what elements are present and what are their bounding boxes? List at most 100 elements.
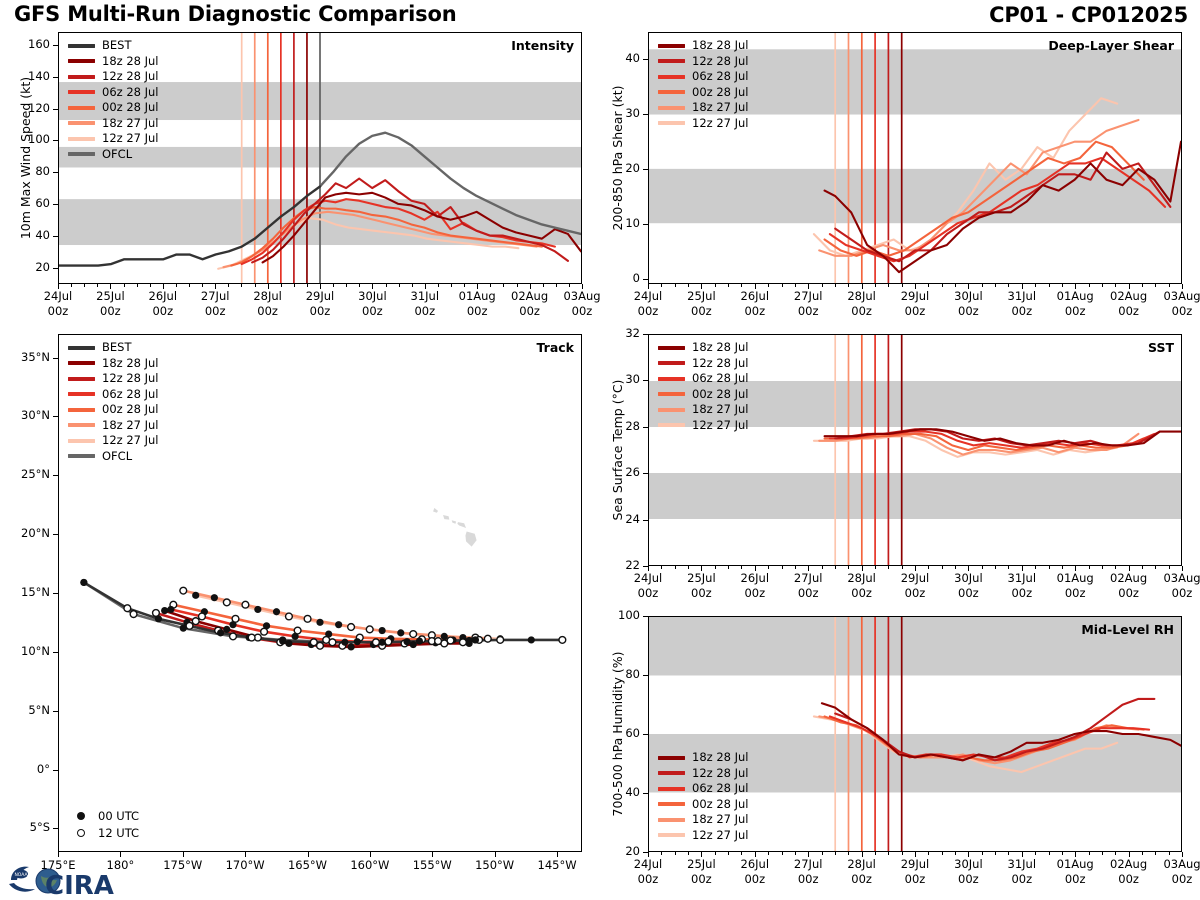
x-tick-mark <box>320 284 321 289</box>
x-minor-tick <box>1168 566 1170 569</box>
x-minor-tick <box>688 566 690 569</box>
x-tick-label: 25Jul <box>96 289 125 303</box>
y-tick-label: 30 <box>625 106 640 121</box>
x-tick-label: 01Aug <box>1056 571 1094 585</box>
x-minor-tick <box>661 852 663 855</box>
legend-item: 12z 28 Jul <box>658 766 749 782</box>
rh-panel-title: Mid-Level RH <box>1081 622 1174 637</box>
legend-swatch <box>658 407 685 412</box>
legend-item: 18z 27 Jul <box>658 402 749 418</box>
track-x-tick-label: 180° <box>106 858 135 872</box>
x-tick-mark <box>648 566 649 571</box>
legend-item: OFCL <box>68 449 159 465</box>
x-tick-sublabel: 00z <box>1171 872 1193 886</box>
x-minor-tick <box>888 566 890 569</box>
y-tick-mark <box>643 334 648 335</box>
track-marker-legend: 00 UTC 12 UTC <box>68 807 139 841</box>
x-minor-tick <box>1168 852 1170 855</box>
sst-y-axis-label: Sea Surface Temp (°C) <box>610 379 625 521</box>
legend-item: 18z 28 Jul <box>658 38 749 54</box>
track-y-tick-mark <box>53 357 58 359</box>
legend-label: 12z 28 Jul <box>102 69 159 83</box>
x-minor-tick <box>888 852 890 855</box>
x-tick-sublabel: 00z <box>466 304 488 318</box>
x-tick-label: 01Aug <box>1056 289 1094 303</box>
legend-item: 12z 27 Jul <box>68 131 159 147</box>
track-y-tick-label: 10°N <box>21 643 50 658</box>
legend-label: 12z 28 Jul <box>102 371 159 385</box>
x-tick-mark <box>701 852 703 857</box>
track-x-tick-label: 145°W <box>537 858 577 872</box>
legend-item: 00z 28 Jul <box>68 100 159 116</box>
x-tick-label: 27Jul <box>200 289 230 303</box>
y-tick-label: 140 <box>28 68 50 83</box>
x-tick-label: 01Aug <box>1056 857 1094 871</box>
legend-item: 18z 27 Jul <box>658 812 749 828</box>
x-minor-tick <box>97 284 99 287</box>
x-minor-tick <box>688 852 690 855</box>
legend-label: BEST <box>102 38 132 52</box>
legend-item: 06z 28 Jul <box>658 371 749 387</box>
legend-label: 00z 28 Jul <box>692 84 749 99</box>
legend-swatch <box>68 361 95 366</box>
x-minor-tick <box>941 852 943 855</box>
x-tick-label: 24Jul <box>633 571 663 585</box>
open-dot-icon <box>77 828 85 837</box>
x-tick-label: 31Jul <box>1007 289 1037 303</box>
x-tick-label: 27Jul <box>793 857 823 871</box>
x-tick-sublabel: 00z <box>797 304 819 318</box>
track-y-tick-label: 15°N <box>21 585 50 599</box>
x-minor-tick <box>346 284 348 287</box>
legend-item: 12z 27 Jul <box>658 418 749 434</box>
x-tick-sublabel: 00z <box>152 304 174 318</box>
x-tick-mark <box>861 566 863 571</box>
y-tick-mark <box>53 172 58 174</box>
x-tick-label: 02Aug <box>511 289 549 303</box>
y-tick-label: 40 <box>35 228 50 243</box>
x-tick-sublabel: 00z <box>362 304 383 318</box>
x-minor-tick <box>995 852 997 855</box>
track-y-tick-label: 30°N <box>21 408 50 423</box>
track-x-tick-mark <box>369 852 371 857</box>
y-tick-mark <box>643 793 648 794</box>
x-minor-tick <box>674 852 676 855</box>
x-tick-mark <box>808 566 810 571</box>
y-tick-label: 20 <box>625 844 640 858</box>
x-tick-sublabel: 00z <box>204 304 226 318</box>
track-y-tick-mark <box>53 710 58 712</box>
legend-item: 12z 28 Jul <box>68 69 159 85</box>
legend-label: 18z 28 Jul <box>102 355 159 370</box>
x-minor-tick <box>728 566 730 569</box>
track-y-tick-label: 20°N <box>21 526 50 541</box>
legend-label: 00z 28 Jul <box>102 100 159 114</box>
legend-item: 18z 28 Jul <box>68 356 159 372</box>
x-minor-tick <box>333 284 335 287</box>
x-tick-mark <box>1128 566 1130 571</box>
x-tick-mark <box>754 852 756 857</box>
x-tick-label: 28Jul <box>847 571 876 585</box>
x-tick-label: 26Jul <box>148 289 178 303</box>
x-minor-tick <box>1115 852 1117 855</box>
x-tick-mark <box>915 284 916 289</box>
x-tick-sublabel: 00z <box>1118 304 1139 318</box>
x-tick-sublabel: 00z <box>637 872 659 886</box>
y-tick-mark <box>643 473 648 475</box>
x-minor-tick <box>1008 284 1010 287</box>
x-minor-tick <box>254 284 256 287</box>
x-minor-tick <box>175 284 177 287</box>
x-minor-tick <box>1008 566 1010 569</box>
legend-swatch <box>68 454 95 459</box>
x-tick-mark <box>1182 284 1183 289</box>
x-minor-tick <box>202 284 204 287</box>
x-minor-tick <box>661 284 663 287</box>
legend-item: 12z 27 Jul <box>68 433 159 449</box>
track-y-tick-label: 5°N <box>28 702 50 717</box>
x-tick-sublabel: 00z <box>958 872 979 886</box>
track-y-tick-label: 5°S <box>29 820 50 835</box>
x-tick-mark <box>701 566 703 571</box>
marker-legend-label: 00 UTC <box>98 808 140 823</box>
x-minor-tick <box>688 284 690 287</box>
x-minor-tick <box>1168 284 1170 287</box>
x-minor-tick <box>359 284 361 287</box>
x-tick-mark <box>1128 284 1130 289</box>
